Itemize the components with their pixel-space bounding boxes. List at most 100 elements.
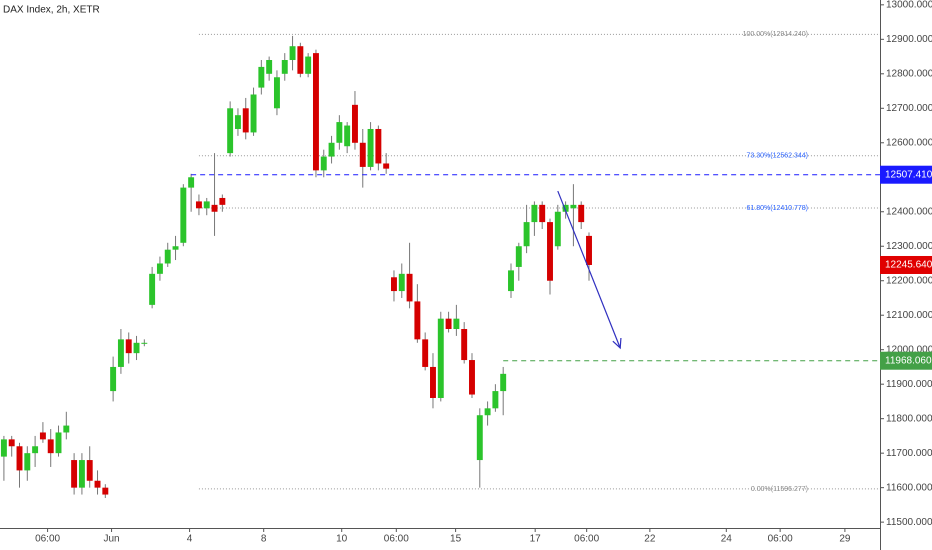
candle-body [47, 439, 54, 454]
candle-body [352, 104, 358, 143]
candle-body [117, 339, 124, 367]
arrow-head [612, 337, 622, 350]
candle-body [242, 108, 249, 133]
candle-body [203, 201, 210, 209]
candle-body [422, 339, 429, 367]
x-tick-label: 06:00 [574, 534, 599, 545]
arrow-line [557, 190, 621, 349]
fib-label: 100.00%(12914.240) [743, 31, 808, 38]
candle-body [94, 480, 101, 488]
x-tick-label: Jun [103, 534, 119, 545]
candle-body [359, 142, 366, 167]
candle-body [398, 273, 405, 292]
candle-body [297, 46, 304, 74]
candle-body [500, 373, 507, 392]
fib-label: 0.00%(11596.277) [751, 486, 808, 493]
candle-body [110, 366, 117, 392]
candle-body [24, 453, 31, 471]
y-tick-label: 12300.000 [886, 241, 932, 252]
candle-body [383, 163, 390, 169]
candle-body [39, 432, 46, 440]
x-tick-label: 10 [336, 534, 348, 545]
price-tag [880, 165, 932, 184]
candle-body [289, 46, 296, 61]
candle-body [305, 56, 312, 74]
x-tick-label: 06:00 [768, 534, 793, 545]
y-tick-label: 12600.000 [886, 137, 932, 148]
chart-title: DAX Index, 2h, XETR [3, 5, 100, 16]
candle-body [188, 177, 195, 188]
candle-body [406, 273, 413, 302]
candle-body [195, 201, 202, 209]
price-tag-label: 11968.060 [885, 355, 932, 366]
x-tick-label: 06:00 [35, 534, 60, 545]
price-tag [880, 255, 932, 274]
candle-body [8, 439, 15, 447]
candle-body [414, 301, 421, 340]
candle-body [453, 318, 460, 330]
x-tick-label: 24 [721, 534, 733, 545]
x-tick-label: 17 [530, 534, 542, 545]
candle-body [469, 360, 475, 395]
candle-body [258, 66, 265, 88]
candle-body [344, 125, 351, 147]
candle-body [320, 156, 327, 171]
candle-body [539, 204, 546, 223]
candle-body [281, 60, 288, 74]
candle-body [219, 197, 226, 205]
candle-body [367, 128, 374, 167]
y-tick-label: 11900.000 [886, 379, 932, 390]
price-tag-label: 12245.640 [885, 260, 932, 271]
candle-body [554, 211, 561, 247]
candle-body [328, 142, 335, 157]
y-tick-label: 12000.000 [886, 344, 932, 355]
candle-body [375, 128, 382, 164]
x-tick-label: 8 [261, 534, 267, 545]
candle-body [430, 366, 436, 398]
candle-body [102, 487, 109, 495]
x-tick-label: 15 [450, 534, 462, 545]
candle-body [71, 460, 78, 488]
y-tick-label: 12100.000 [886, 310, 932, 321]
candle-body [78, 460, 85, 488]
x-tick-label: 4 [187, 534, 193, 545]
y-tick-label: 12400.000 [886, 206, 932, 217]
candle-body [125, 339, 132, 354]
candle-body [180, 187, 187, 243]
candle-body [578, 204, 585, 223]
y-tick-label: 11500.000 [886, 517, 932, 528]
y-tick-label: 12700.000 [886, 103, 932, 114]
candle-body [312, 53, 319, 171]
candle-body [156, 263, 163, 274]
price-tag [880, 351, 932, 370]
candle-body [266, 60, 273, 74]
y-tick-label: 12200.000 [886, 275, 932, 286]
price-tag-label: 12507.410 [885, 169, 932, 180]
candle-body [172, 246, 179, 250]
candle-body [547, 222, 553, 281]
candle-body [586, 235, 592, 265]
candle-body [164, 249, 171, 264]
candle-body [445, 318, 452, 330]
candle-body [492, 391, 499, 409]
y-tick-label: 12900.000 [886, 34, 932, 45]
candle-body [234, 115, 241, 129]
candle-body [141, 342, 148, 344]
x-tick-label: 29 [839, 534, 851, 545]
candle-body [55, 432, 62, 454]
candle-body [0, 439, 7, 457]
candle-body [133, 342, 140, 354]
candle-body [515, 246, 522, 267]
candle-body [570, 204, 577, 209]
x-tick-label: 06:00 [384, 534, 409, 545]
fib-label: 61.80%(12410.778) [747, 205, 809, 212]
candle-body [508, 270, 514, 292]
candle-body [86, 460, 93, 481]
candle-body [531, 204, 538, 223]
candle-body [523, 222, 530, 247]
fib-label: 73.30%(12562.344) [747, 153, 809, 160]
candle-body [16, 446, 23, 471]
candle-body [32, 446, 39, 454]
candle-body [476, 415, 483, 461]
